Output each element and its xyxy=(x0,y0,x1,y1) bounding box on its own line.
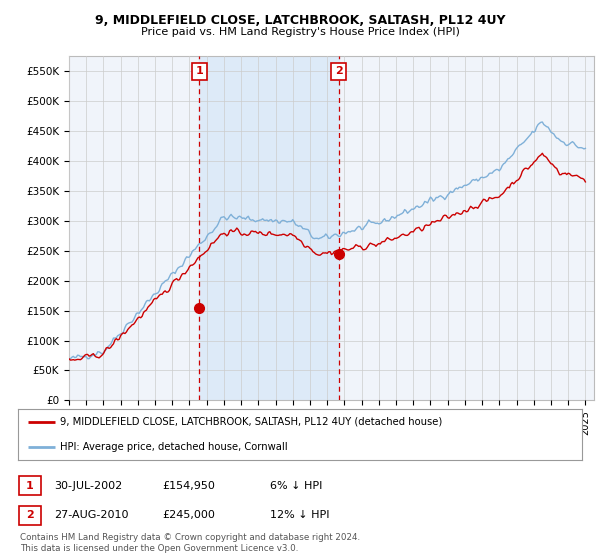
Text: 6% ↓ HPI: 6% ↓ HPI xyxy=(270,480,322,491)
Text: Price paid vs. HM Land Registry's House Price Index (HPI): Price paid vs. HM Land Registry's House … xyxy=(140,27,460,37)
Text: 27-AUG-2010: 27-AUG-2010 xyxy=(54,510,128,520)
Text: 2: 2 xyxy=(335,67,343,77)
Text: 1: 1 xyxy=(26,480,34,491)
Text: 2: 2 xyxy=(26,510,34,520)
Bar xyxy=(199,56,338,400)
Text: £245,000: £245,000 xyxy=(162,510,215,520)
Text: £154,950: £154,950 xyxy=(162,480,215,491)
Text: HPI: Average price, detached house, Cornwall: HPI: Average price, detached house, Corn… xyxy=(60,442,288,452)
Text: 12% ↓ HPI: 12% ↓ HPI xyxy=(270,510,329,520)
Text: Contains HM Land Registry data © Crown copyright and database right 2024.
This d: Contains HM Land Registry data © Crown c… xyxy=(20,533,360,553)
Text: 9, MIDDLEFIELD CLOSE, LATCHBROOK, SALTASH, PL12 4UY: 9, MIDDLEFIELD CLOSE, LATCHBROOK, SALTAS… xyxy=(95,14,505,27)
Text: 1: 1 xyxy=(196,67,203,77)
Text: 9, MIDDLEFIELD CLOSE, LATCHBROOK, SALTASH, PL12 4UY (detached house): 9, MIDDLEFIELD CLOSE, LATCHBROOK, SALTAS… xyxy=(60,417,443,427)
Text: 30-JUL-2002: 30-JUL-2002 xyxy=(54,480,122,491)
